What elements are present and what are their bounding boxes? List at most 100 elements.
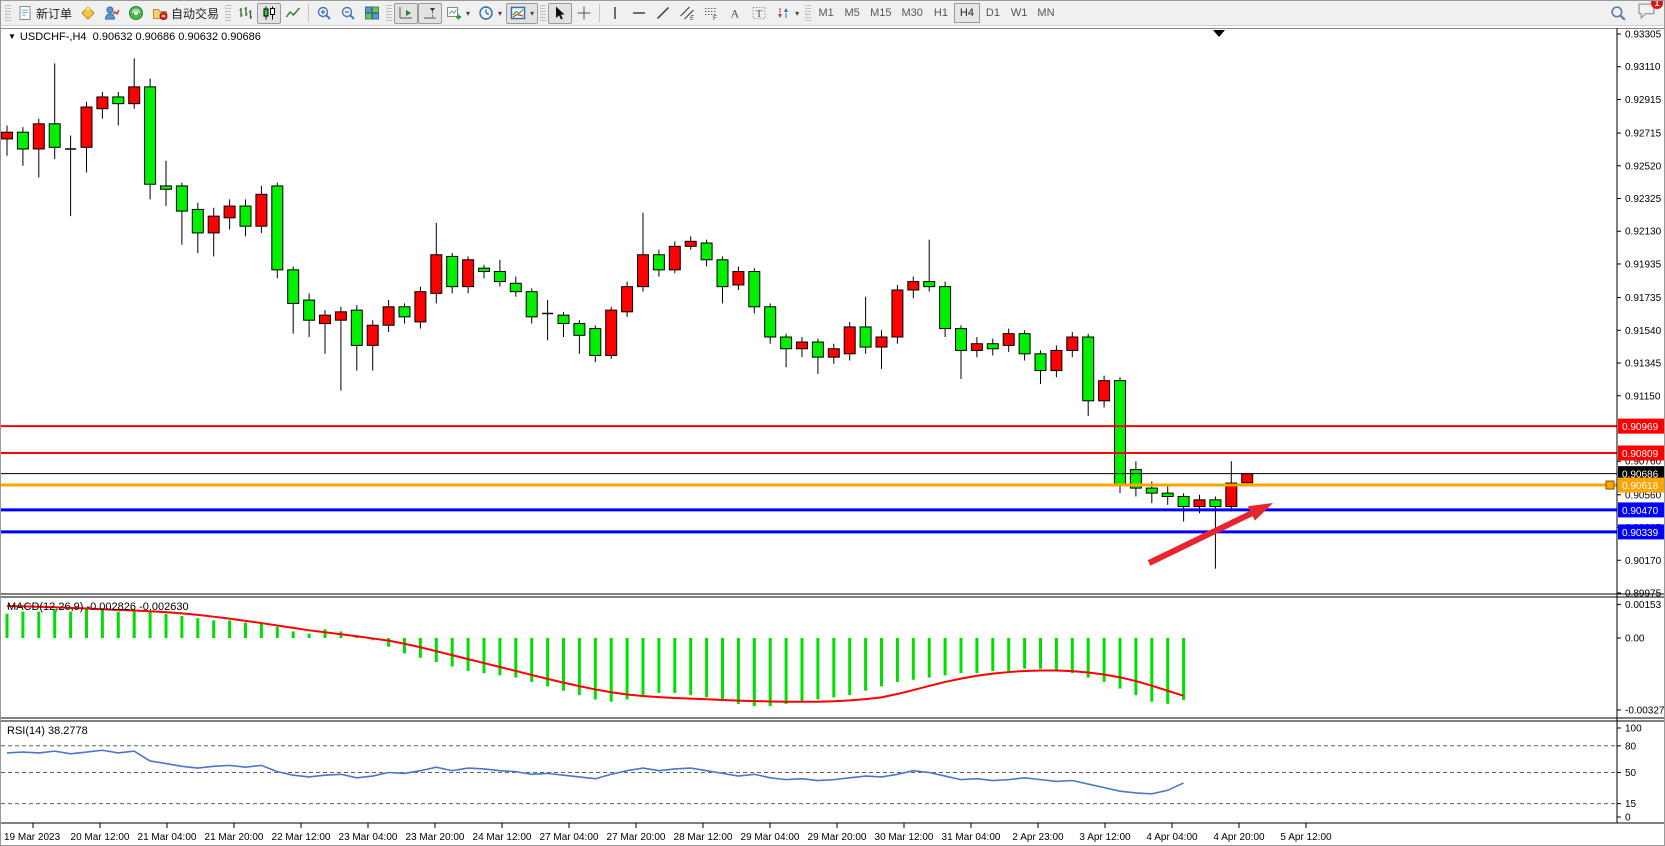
chart-shift-marker-icon[interactable] xyxy=(1213,30,1225,37)
cursor-icon xyxy=(556,6,565,20)
bar-chart-button[interactable] xyxy=(233,3,257,24)
crosshair-button[interactable] xyxy=(572,3,596,24)
candle xyxy=(430,254,443,294)
candle xyxy=(700,242,713,261)
timeframe-button-M5[interactable]: M5 xyxy=(839,3,865,23)
zoom-out-button[interactable] xyxy=(336,3,360,24)
candle xyxy=(732,271,745,286)
toolbar-grip[interactable] xyxy=(386,5,393,21)
horizontal-line-button[interactable] xyxy=(627,3,651,24)
market-watch-button[interactable] xyxy=(76,3,100,24)
timeframe-button-M30[interactable]: M30 xyxy=(897,3,928,23)
time-axis-label: 4 Apr 04:00 xyxy=(1146,832,1198,843)
toolbar-right: 1 xyxy=(1610,1,1664,24)
price-tick-label: 0.89975 xyxy=(1625,589,1662,600)
candle xyxy=(652,254,665,271)
toolbar-grip[interactable] xyxy=(540,5,547,21)
price-tick-label: 0.91540 xyxy=(1625,326,1662,337)
time-axis-label: 3 Apr 12:00 xyxy=(1079,832,1131,843)
time-axis-label: 29 Mar 04:00 xyxy=(741,832,800,843)
macd-label: MACD(12,26,9) -0.002826 -0.002630 xyxy=(7,601,189,613)
timeframe-button-D1[interactable]: D1 xyxy=(980,3,1006,23)
auto-scroll-button[interactable] xyxy=(394,2,419,24)
equidistant-channel-button[interactable]: E xyxy=(675,3,699,24)
zoom-in-button[interactable] xyxy=(312,3,336,24)
rsi-axis-label: 80 xyxy=(1625,741,1637,752)
candle xyxy=(621,286,634,313)
vertical-line-button[interactable] xyxy=(603,3,627,24)
timeframe-button-M15[interactable]: M15 xyxy=(865,3,896,23)
arrows-button[interactable]: ▾ xyxy=(771,3,803,24)
rsi-axis-label: 15 xyxy=(1625,799,1637,810)
templates-button[interactable]: ▾ xyxy=(506,2,539,24)
price-line-label: 0.90969 xyxy=(1622,422,1659,433)
candle xyxy=(1066,336,1079,351)
auto-trading-label: 自动交易 xyxy=(171,6,220,21)
hline-handle[interactable] xyxy=(1605,480,1615,490)
price-line-label-bg xyxy=(1618,524,1664,540)
time-axis: 19 Mar 2023 20 Mar 12:00 21 Mar 04:00 21 Ma… xyxy=(4,823,1332,843)
tile-windows-button[interactable] xyxy=(360,3,384,24)
trend-arrow-shaft[interactable] xyxy=(1147,508,1259,566)
vertical-line-icon xyxy=(614,7,616,19)
cursor-button[interactable] xyxy=(548,2,573,24)
candle xyxy=(366,324,379,346)
candle xyxy=(955,328,967,351)
macd-pane: 0.00153 0.00 -0.003273 xyxy=(5,600,1664,716)
chart-canvas[interactable]: 0.93305 0.93110 0.92915 0.92715 0.92520 0.923… xyxy=(1,27,1665,846)
candle xyxy=(223,205,236,219)
candle xyxy=(796,341,808,350)
candle xyxy=(970,343,983,351)
timeframe-button-M1[interactable]: M1 xyxy=(813,3,839,23)
candle xyxy=(462,259,475,288)
candle xyxy=(1209,499,1222,508)
time-axis-label: 27 Mar 04:00 xyxy=(540,832,599,843)
candle xyxy=(780,336,793,350)
zoom-in-icon xyxy=(317,6,331,20)
rsi-axis-label: 100 xyxy=(1625,724,1642,735)
search-icon[interactable] xyxy=(1610,5,1627,22)
line-chart-button[interactable] xyxy=(281,3,305,24)
candle xyxy=(96,96,109,110)
chart-shift-button[interactable] xyxy=(418,2,443,24)
text-label-button[interactable]: T xyxy=(747,3,771,24)
auto-trading-button[interactable]: 自动交易 xyxy=(148,3,223,24)
timeframe-button-MN[interactable]: MN xyxy=(1032,3,1059,23)
toolbar-grip[interactable] xyxy=(805,5,812,21)
timeframe-button-H1[interactable]: H1 xyxy=(928,3,954,23)
new-order-icon xyxy=(19,6,31,20)
chart-nav-group: ▾ ▾ ▾ xyxy=(394,1,539,25)
chart-ohlc-values: 0.90632 0.90686 0.90632 0.90686 xyxy=(92,31,261,43)
notifications-button[interactable]: 1 xyxy=(1637,1,1663,24)
candle xyxy=(207,215,220,234)
candle xyxy=(1002,333,1015,346)
collapse-arrow-icon[interactable]: ▼ xyxy=(8,32,16,41)
candle xyxy=(1034,353,1047,372)
toolbar-grip[interactable] xyxy=(225,5,232,21)
price-line-label: 0.90339 xyxy=(1622,528,1659,539)
community-button[interactable] xyxy=(100,3,124,24)
text-label-icon: T xyxy=(752,7,766,20)
candle xyxy=(32,123,45,150)
signals-button[interactable] xyxy=(124,3,148,24)
dropdown-caret-icon: ▾ xyxy=(795,8,800,18)
candlestick-chart-button[interactable] xyxy=(257,2,282,24)
text-button[interactable]: A xyxy=(723,3,747,24)
new-chart-button[interactable]: ▾ xyxy=(442,3,474,24)
fibonacci-button[interactable]: F xyxy=(699,3,723,24)
price-tick-label: 0.91935 xyxy=(1625,259,1662,270)
trend-arrow-head[interactable] xyxy=(1247,503,1273,521)
candle xyxy=(923,281,936,288)
trendline-button[interactable] xyxy=(651,3,675,24)
candle xyxy=(509,282,522,293)
profiles-button[interactable]: ▾ xyxy=(474,3,506,24)
user-chart-icon xyxy=(105,6,120,20)
price-tick-label: 0.93305 xyxy=(1625,30,1662,41)
candle xyxy=(1161,492,1174,497)
candle xyxy=(1050,349,1063,372)
new-order-button[interactable]: 新订单 xyxy=(13,3,76,24)
chart-symbol-period: USDCHF-,H4 xyxy=(19,31,87,43)
timeframe-button-H4[interactable]: H4 xyxy=(953,3,980,23)
toolbar-grip[interactable] xyxy=(5,5,11,21)
timeframe-button-W1[interactable]: W1 xyxy=(1006,3,1033,23)
